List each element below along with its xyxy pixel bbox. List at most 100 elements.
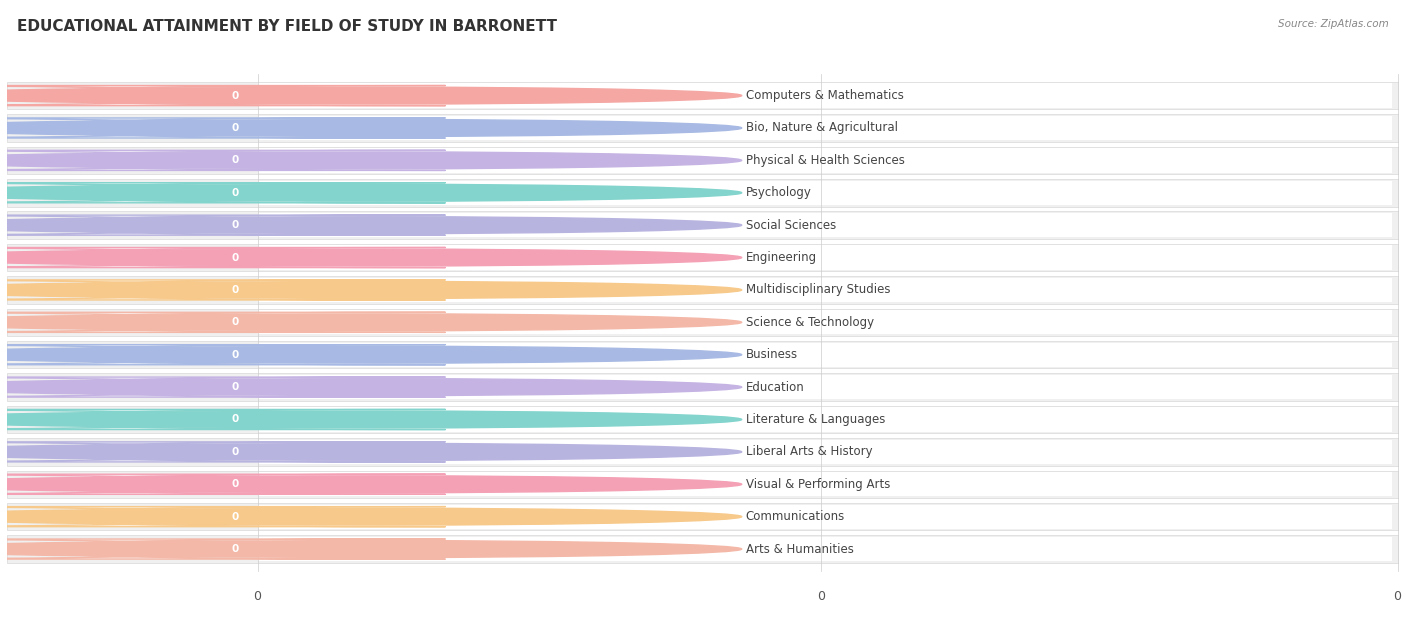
FancyBboxPatch shape: [0, 215, 446, 235]
FancyBboxPatch shape: [0, 215, 446, 235]
Circle shape: [17, 281, 742, 298]
Text: 0: 0: [232, 447, 239, 457]
FancyBboxPatch shape: [7, 147, 1399, 174]
Text: 0: 0: [232, 415, 239, 425]
FancyBboxPatch shape: [0, 539, 446, 559]
Circle shape: [0, 153, 564, 168]
Text: Arts & Humanities: Arts & Humanities: [745, 542, 853, 556]
Circle shape: [17, 379, 742, 396]
Text: 0: 0: [232, 220, 239, 230]
FancyBboxPatch shape: [0, 507, 446, 526]
Circle shape: [0, 88, 564, 103]
FancyBboxPatch shape: [0, 410, 446, 430]
Circle shape: [17, 314, 742, 331]
Text: Visual & Performing Arts: Visual & Performing Arts: [745, 478, 890, 491]
FancyBboxPatch shape: [257, 375, 1392, 399]
FancyBboxPatch shape: [7, 82, 1399, 109]
FancyBboxPatch shape: [0, 344, 446, 365]
Text: 0: 0: [232, 285, 239, 295]
FancyBboxPatch shape: [257, 83, 1392, 107]
FancyBboxPatch shape: [257, 343, 1392, 367]
Text: 0: 0: [232, 253, 239, 262]
Text: Source: ZipAtlas.com: Source: ZipAtlas.com: [1278, 19, 1389, 29]
FancyBboxPatch shape: [7, 470, 1399, 498]
Circle shape: [0, 412, 564, 427]
Text: 0: 0: [232, 382, 239, 392]
FancyBboxPatch shape: [0, 442, 446, 462]
Circle shape: [0, 185, 564, 200]
Circle shape: [17, 87, 742, 104]
FancyBboxPatch shape: [257, 440, 1392, 464]
Circle shape: [0, 217, 564, 233]
FancyBboxPatch shape: [7, 535, 1399, 563]
Circle shape: [17, 476, 742, 493]
FancyBboxPatch shape: [7, 341, 1399, 368]
Circle shape: [17, 444, 742, 460]
FancyBboxPatch shape: [257, 278, 1392, 302]
Text: Social Sciences: Social Sciences: [745, 219, 837, 232]
FancyBboxPatch shape: [257, 149, 1392, 173]
Circle shape: [17, 249, 742, 266]
FancyBboxPatch shape: [0, 312, 446, 332]
Circle shape: [17, 152, 742, 169]
Circle shape: [0, 250, 564, 265]
FancyBboxPatch shape: [7, 244, 1399, 271]
Text: Physical & Health Sciences: Physical & Health Sciences: [745, 154, 904, 167]
FancyBboxPatch shape: [0, 85, 446, 106]
FancyBboxPatch shape: [0, 280, 446, 300]
Circle shape: [17, 119, 742, 137]
Circle shape: [0, 542, 564, 557]
FancyBboxPatch shape: [0, 474, 446, 494]
FancyBboxPatch shape: [257, 472, 1392, 496]
FancyBboxPatch shape: [0, 183, 446, 203]
FancyBboxPatch shape: [257, 213, 1392, 237]
Text: 0: 0: [232, 544, 239, 554]
FancyBboxPatch shape: [0, 410, 446, 430]
FancyBboxPatch shape: [0, 248, 446, 267]
FancyBboxPatch shape: [0, 150, 446, 171]
FancyBboxPatch shape: [0, 118, 446, 138]
Circle shape: [0, 315, 564, 330]
FancyBboxPatch shape: [0, 442, 446, 462]
Text: 0: 0: [232, 317, 239, 327]
Circle shape: [0, 347, 564, 362]
FancyBboxPatch shape: [7, 374, 1399, 401]
FancyBboxPatch shape: [7, 211, 1399, 239]
Text: Communications: Communications: [745, 510, 845, 523]
FancyBboxPatch shape: [257, 181, 1392, 205]
FancyBboxPatch shape: [0, 312, 446, 332]
Text: Multidisciplinary Studies: Multidisciplinary Studies: [745, 283, 890, 296]
Text: Education: Education: [745, 380, 804, 394]
FancyBboxPatch shape: [0, 474, 446, 494]
FancyBboxPatch shape: [7, 179, 1399, 207]
FancyBboxPatch shape: [257, 504, 1392, 529]
FancyBboxPatch shape: [0, 539, 446, 559]
Text: Business: Business: [745, 348, 799, 362]
Text: 0: 0: [232, 512, 239, 521]
Circle shape: [0, 283, 564, 298]
Circle shape: [0, 477, 564, 492]
FancyBboxPatch shape: [0, 183, 446, 203]
Text: 0: 0: [232, 123, 239, 133]
FancyBboxPatch shape: [0, 377, 446, 397]
Text: Bio, Nature & Agricultural: Bio, Nature & Agricultural: [745, 121, 898, 135]
FancyBboxPatch shape: [257, 245, 1392, 270]
FancyBboxPatch shape: [0, 118, 446, 138]
Text: Computers & Mathematics: Computers & Mathematics: [745, 89, 904, 102]
Text: Science & Technology: Science & Technology: [745, 316, 875, 329]
FancyBboxPatch shape: [257, 537, 1392, 561]
FancyBboxPatch shape: [257, 116, 1392, 140]
FancyBboxPatch shape: [7, 276, 1399, 304]
Circle shape: [17, 185, 742, 201]
Text: EDUCATIONAL ATTAINMENT BY FIELD OF STUDY IN BARRONETT: EDUCATIONAL ATTAINMENT BY FIELD OF STUDY…: [17, 19, 557, 34]
FancyBboxPatch shape: [257, 310, 1392, 334]
Circle shape: [0, 379, 564, 395]
FancyBboxPatch shape: [0, 507, 446, 526]
Text: 0: 0: [232, 155, 239, 166]
Circle shape: [17, 217, 742, 234]
FancyBboxPatch shape: [0, 85, 446, 106]
Circle shape: [0, 444, 564, 459]
Text: Literature & Languages: Literature & Languages: [745, 413, 886, 426]
FancyBboxPatch shape: [0, 377, 446, 397]
Circle shape: [0, 120, 564, 136]
